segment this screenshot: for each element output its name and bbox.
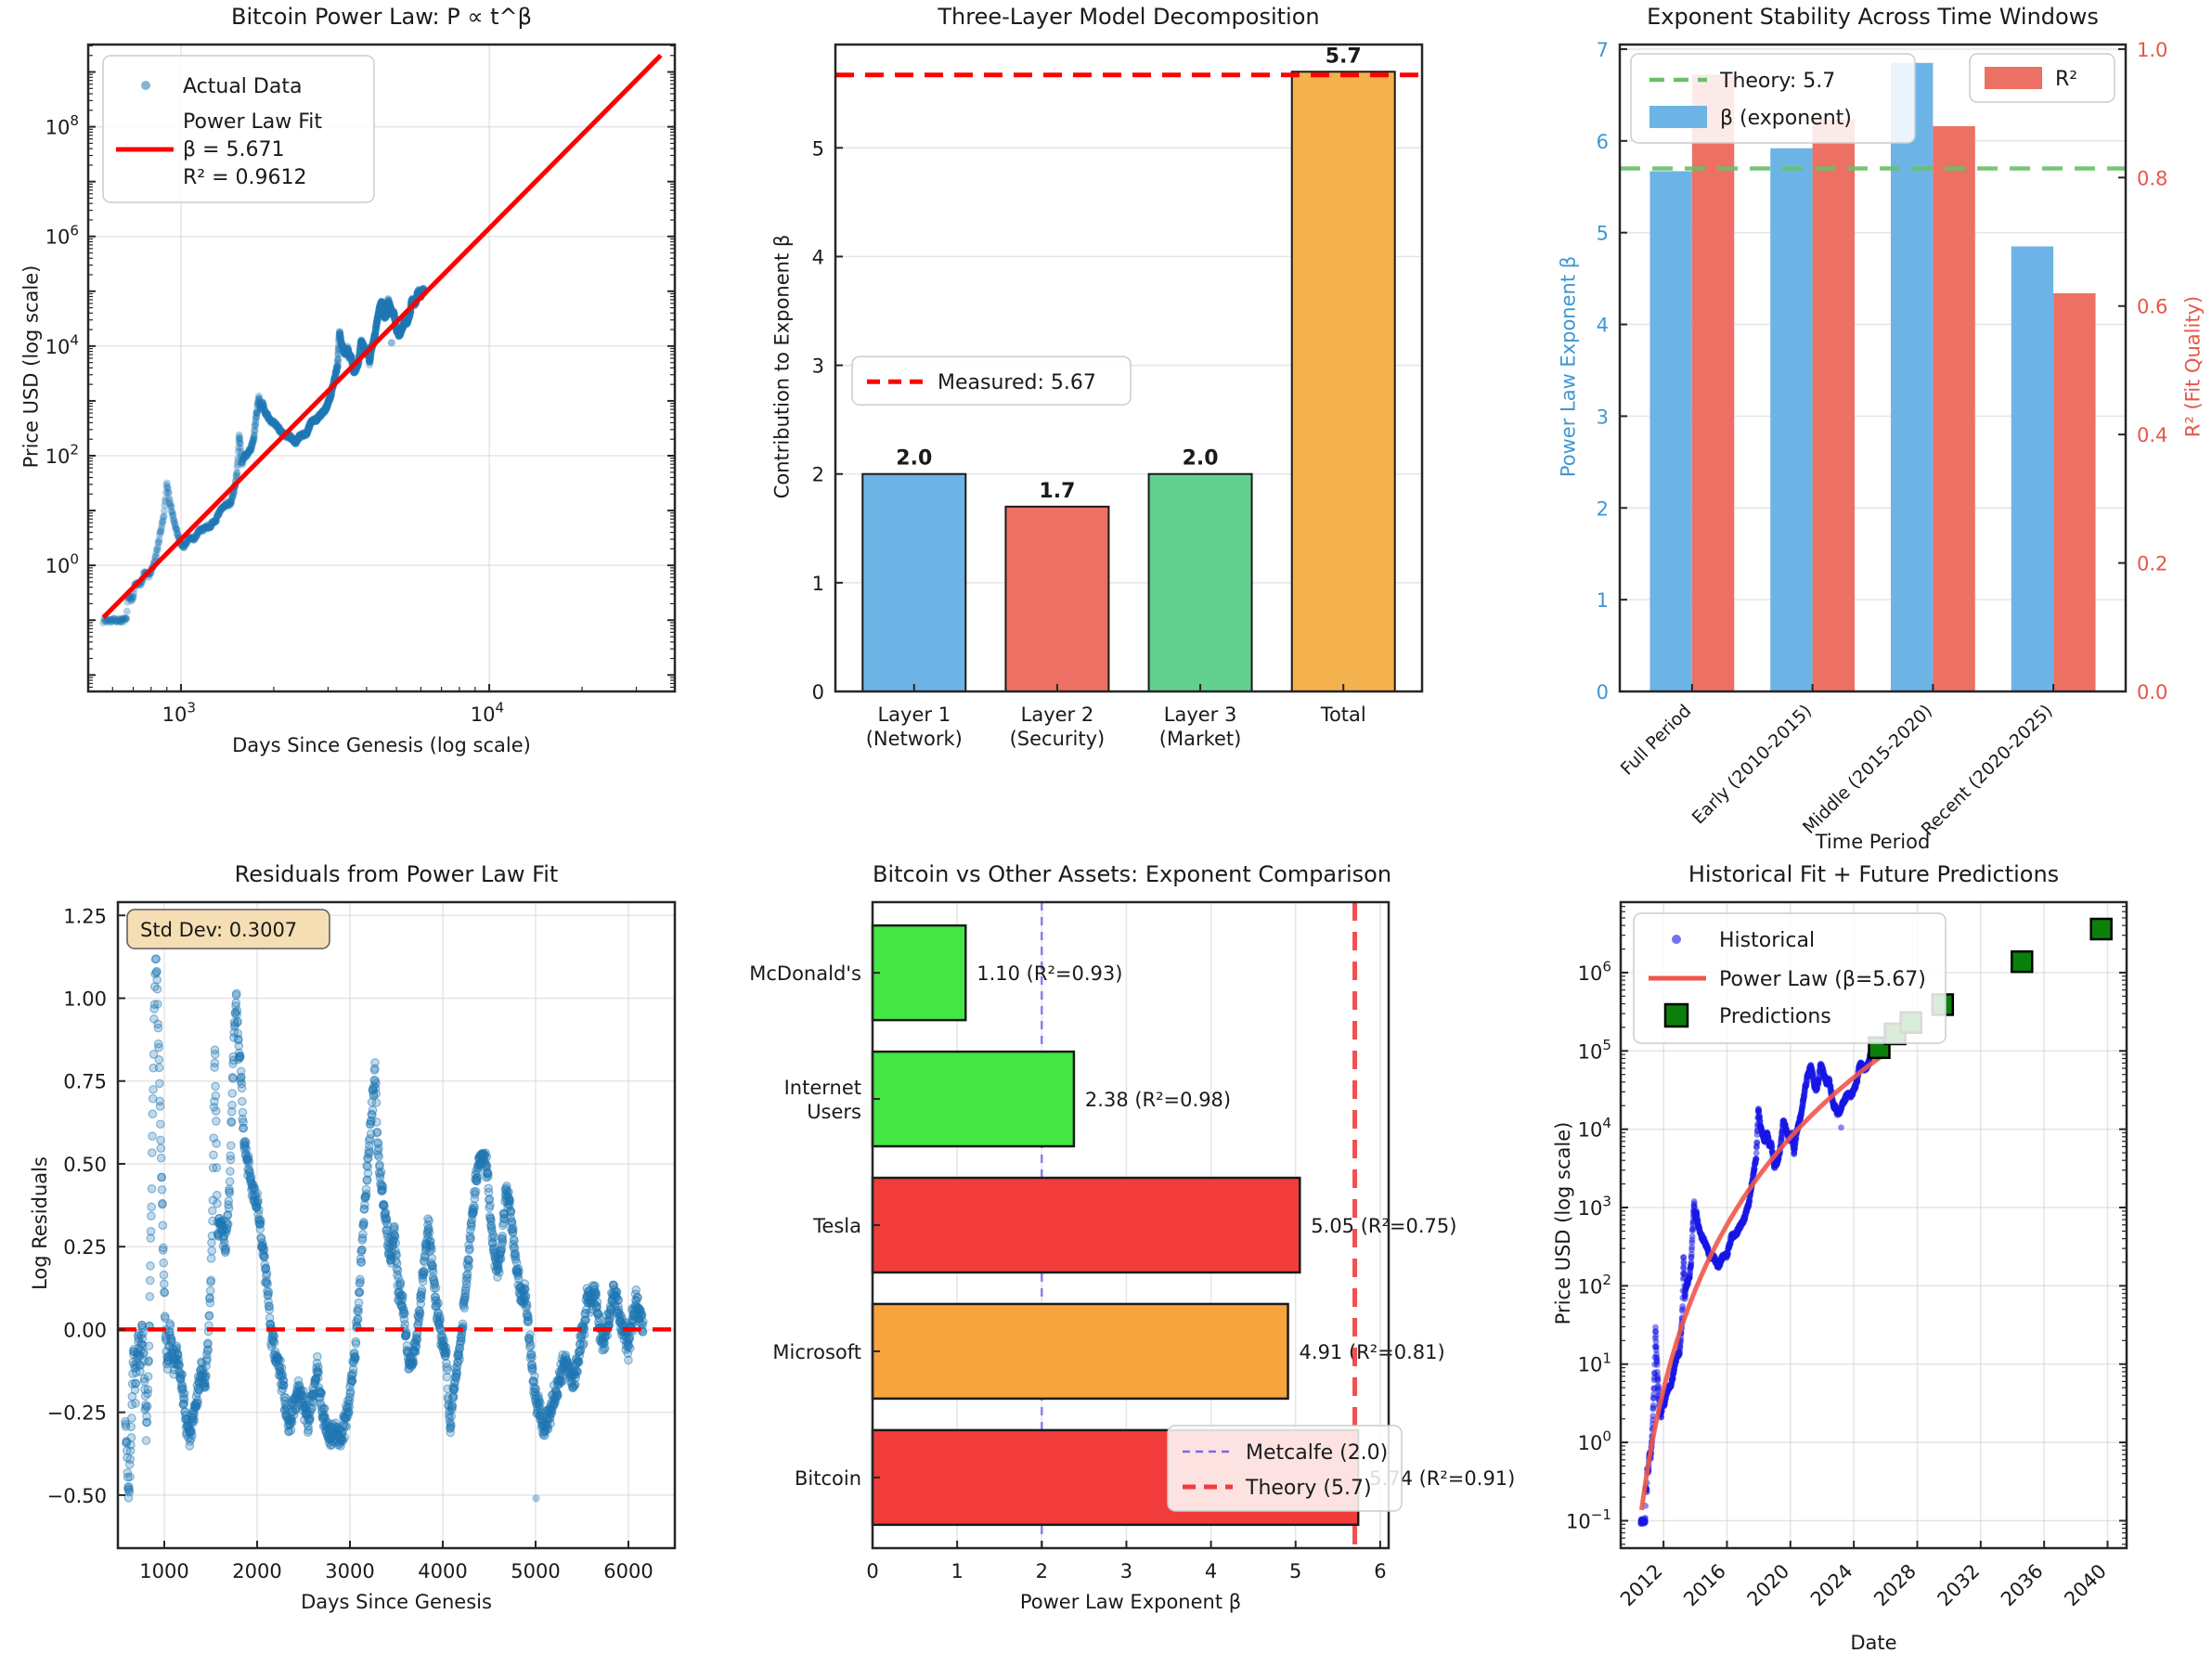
svg-text:4: 4 <box>812 246 824 268</box>
svg-text:2.38 (R²=0.98): 2.38 (R²=0.98) <box>1085 1089 1231 1111</box>
svg-text:0.25: 0.25 <box>63 1236 107 1259</box>
svg-text:5: 5 <box>1289 1560 1301 1582</box>
svg-text:1.00: 1.00 <box>63 988 107 1011</box>
svg-text:Theory (5.7): Theory (5.7) <box>1245 1477 1372 1500</box>
svg-text:2.0: 2.0 <box>1183 447 1219 471</box>
svg-text:1000: 1000 <box>139 1560 188 1582</box>
svg-text:1.10 (R²=0.93): 1.10 (R²=0.93) <box>977 962 1122 985</box>
svg-text:Recent (2020-2025): Recent (2020-2025) <box>1918 701 2057 840</box>
svg-text:(Network): (Network) <box>866 728 963 750</box>
svg-text:1.25: 1.25 <box>63 905 107 927</box>
svg-text:0.75: 0.75 <box>63 1071 107 1093</box>
svg-text:100: 100 <box>45 551 79 577</box>
svg-text:102: 102 <box>45 442 79 468</box>
svg-text:1: 1 <box>951 1560 963 1582</box>
svg-text:5: 5 <box>1597 223 1609 245</box>
svg-text:104: 104 <box>45 331 79 357</box>
svg-text:3: 3 <box>812 355 824 378</box>
svg-text:3000: 3000 <box>325 1560 374 1582</box>
svg-text:4: 4 <box>1597 315 1609 337</box>
svg-text:β = 5.671: β = 5.671 <box>183 138 284 161</box>
svg-text:4: 4 <box>1205 1560 1217 1582</box>
svg-text:R²: R² <box>2055 68 2077 91</box>
svg-text:Metcalfe (2.0): Metcalfe (2.0) <box>1246 1441 1388 1465</box>
svg-text:6: 6 <box>1374 1560 1386 1582</box>
svg-text:Tesla: Tesla <box>812 1215 861 1237</box>
svg-text:Total: Total <box>1320 704 1366 726</box>
svg-text:R² = 0.9612: R² = 0.9612 <box>183 166 307 189</box>
subplot-btc-power-law: 100 102 104 106 108 103 104 Actual Data Power La… <box>45 43 677 726</box>
svg-text:108: 108 <box>45 112 79 138</box>
svg-text:Middle (2015-2020): Middle (2015-2020) <box>1799 701 1936 838</box>
svg-text:0: 0 <box>866 1560 878 1582</box>
svg-text:3: 3 <box>1597 406 1609 428</box>
svg-text:0.8: 0.8 <box>2137 167 2167 189</box>
svg-text:McDonald's: McDonald's <box>749 962 861 985</box>
svg-text:Layer 3: Layer 3 <box>1164 704 1237 726</box>
svg-text:0: 0 <box>1597 681 1609 704</box>
svg-text:4.91 (R²=0.81): 4.91 (R²=0.81) <box>1300 1341 1445 1363</box>
svg-text:1: 1 <box>1597 589 1609 612</box>
svg-text:5.7: 5.7 <box>1326 45 1362 68</box>
svg-text:2000: 2000 <box>232 1560 281 1582</box>
svg-text:104: 104 <box>471 700 504 726</box>
svg-text:1.7: 1.7 <box>1039 480 1075 503</box>
svg-text:Early (2010-2015): Early (2010-2015) <box>1688 701 1816 828</box>
svg-text:Power Law Fit: Power Law Fit <box>183 110 322 134</box>
svg-text:Measured: 5.67: Measured: 5.67 <box>938 371 1096 394</box>
svg-text:Std Dev: 0.3007: Std Dev: 0.3007 <box>140 919 297 941</box>
svg-text:106: 106 <box>45 222 79 248</box>
svg-text:2: 2 <box>812 464 824 486</box>
svg-text:Internet: Internet <box>784 1077 861 1099</box>
subplot-exponent-stability: 0 1 2 3 4 5 6 7 0.0 0.2 0.4 0.6 0.8 1.0 Full PeriodEar… <box>1597 39 2168 840</box>
svg-text:2: 2 <box>1597 497 1609 520</box>
svg-text:1: 1 <box>812 573 824 595</box>
svg-text:0.00: 0.00 <box>63 1319 107 1341</box>
svg-text:β (exponent): β (exponent) <box>1720 107 1852 130</box>
svg-text:(Market): (Market) <box>1159 728 1242 750</box>
svg-text:0.0: 0.0 <box>2137 681 2167 704</box>
svg-text:Actual Data: Actual Data <box>183 75 302 98</box>
svg-text:5000: 5000 <box>511 1560 560 1582</box>
svg-text:Bitcoin: Bitcoin <box>795 1467 861 1490</box>
svg-text:Users: Users <box>807 1101 861 1123</box>
svg-text:Theory: 5.7: Theory: 5.7 <box>1719 70 1835 93</box>
subplot-residuals: 1000 2000 3000 4000 5000 6000 −0.50 −0.25 0.00 0.… <box>47 900 677 1582</box>
svg-text:5.05 (R²=0.75): 5.05 (R²=0.75) <box>1311 1215 1456 1237</box>
subplot-three-layer-decomposition: 2.0 1.7 2.0 5.7 0 1 2 3 4 5 Layer 1(Network) Layer … <box>812 43 1424 750</box>
svg-text:1.0: 1.0 <box>2137 39 2167 61</box>
svg-text:0: 0 <box>812 681 824 704</box>
svg-text:0.2: 0.2 <box>2137 553 2167 575</box>
svg-text:7: 7 <box>1597 39 1609 61</box>
svg-text:−0.50: −0.50 <box>47 1485 107 1507</box>
svg-text:0.50: 0.50 <box>63 1154 107 1176</box>
svg-text:103: 103 <box>162 700 196 726</box>
svg-text:Layer 1: Layer 1 <box>877 704 951 726</box>
svg-text:4000: 4000 <box>418 1560 467 1582</box>
svg-text:6000: 6000 <box>603 1560 653 1582</box>
svg-text:3: 3 <box>1120 1560 1132 1582</box>
svg-text:5: 5 <box>812 137 824 160</box>
svg-text:0.4: 0.4 <box>2137 424 2167 446</box>
svg-text:Layer 2: Layer 2 <box>1021 704 1094 726</box>
svg-text:6: 6 <box>1597 131 1609 153</box>
subplot-asset-comparison: 1.10 (R²=0.93) 2.38 (R²=0.98) 5.05 (R²=0.7… <box>749 900 1515 1582</box>
svg-text:(Security): (Security) <box>1010 728 1106 750</box>
svg-text:Full Period: Full Period <box>1617 701 1696 780</box>
svg-text:Microsoft: Microsoft <box>772 1341 861 1363</box>
svg-text:2.0: 2.0 <box>896 447 932 471</box>
svg-text:−0.25: −0.25 <box>47 1402 107 1425</box>
svg-text:0.6: 0.6 <box>2137 296 2167 318</box>
svg-text:2: 2 <box>1036 1560 1048 1582</box>
